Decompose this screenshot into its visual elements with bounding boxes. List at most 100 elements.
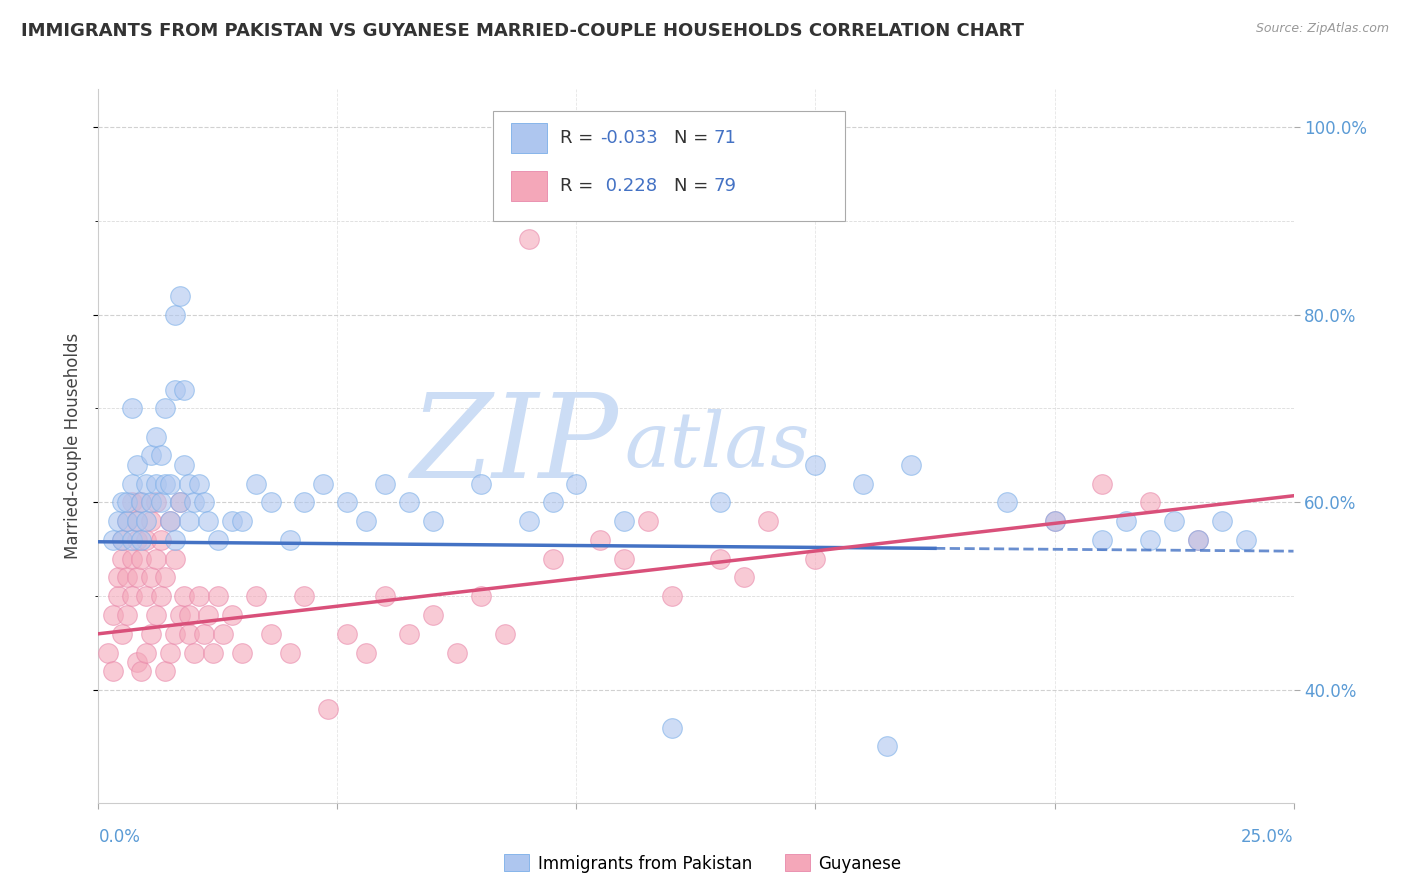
- Text: atlas: atlas: [624, 409, 810, 483]
- Point: [316, 702, 339, 716]
- Text: Source: ZipAtlas.com: Source: ZipAtlas.com: [1256, 22, 1389, 36]
- Point: [197, 607, 219, 622]
- Point: [155, 401, 177, 416]
- Point: [149, 589, 172, 603]
- Point: [398, 627, 420, 641]
- Point: [374, 476, 396, 491]
- Point: [637, 514, 659, 528]
- Text: -0.033: -0.033: [600, 128, 658, 146]
- Point: [173, 458, 195, 472]
- Point: [125, 514, 148, 528]
- Point: [354, 646, 377, 660]
- Point: [115, 495, 138, 509]
- Point: [107, 514, 129, 528]
- Point: [131, 533, 153, 547]
- Point: [159, 514, 181, 528]
- Point: [173, 383, 195, 397]
- Point: [179, 514, 201, 528]
- Point: [169, 607, 191, 622]
- Point: [179, 607, 201, 622]
- Point: [231, 646, 253, 660]
- Point: [101, 533, 124, 547]
- Point: [1115, 514, 1137, 528]
- Point: [111, 551, 134, 566]
- Point: [163, 383, 186, 397]
- Point: [101, 607, 124, 622]
- Point: [183, 495, 205, 509]
- Point: [115, 607, 138, 622]
- Point: [207, 533, 229, 547]
- Text: 0.228: 0.228: [600, 178, 658, 195]
- Point: [312, 476, 335, 491]
- Point: [135, 476, 157, 491]
- Text: IMMIGRANTS FROM PAKISTAN VS GUYANESE MARRIED-COUPLE HOUSEHOLDS CORRELATION CHART: IMMIGRANTS FROM PAKISTAN VS GUYANESE MAR…: [21, 22, 1024, 40]
- Text: 71: 71: [714, 128, 737, 146]
- Point: [541, 495, 564, 509]
- Point: [398, 495, 420, 509]
- Point: [336, 495, 359, 509]
- Point: [1187, 533, 1209, 547]
- Point: [852, 476, 875, 491]
- Point: [135, 646, 157, 660]
- Point: [125, 533, 148, 547]
- Point: [125, 514, 148, 528]
- Point: [245, 589, 267, 603]
- Point: [163, 551, 186, 566]
- Point: [541, 551, 564, 566]
- Point: [1187, 533, 1209, 547]
- Point: [756, 514, 779, 528]
- Point: [121, 533, 143, 547]
- Point: [1139, 533, 1161, 547]
- Point: [804, 458, 827, 472]
- Point: [121, 589, 143, 603]
- Point: [169, 495, 191, 509]
- Y-axis label: Married-couple Households: Married-couple Households: [65, 333, 83, 559]
- Point: [135, 514, 157, 528]
- Text: N =: N =: [675, 128, 709, 146]
- Point: [733, 570, 755, 584]
- Point: [278, 646, 301, 660]
- Point: [292, 589, 315, 603]
- Point: [995, 495, 1018, 509]
- Legend: Immigrants from Pakistan, Guyanese: Immigrants from Pakistan, Guyanese: [498, 847, 908, 880]
- FancyBboxPatch shape: [510, 123, 547, 153]
- Point: [155, 570, 177, 584]
- Point: [197, 514, 219, 528]
- Point: [125, 655, 148, 669]
- FancyBboxPatch shape: [510, 171, 547, 202]
- Point: [149, 495, 172, 509]
- Point: [159, 646, 181, 660]
- Point: [115, 570, 138, 584]
- Point: [139, 449, 162, 463]
- Point: [159, 514, 181, 528]
- Text: N =: N =: [675, 178, 709, 195]
- Point: [193, 495, 215, 509]
- Point: [422, 607, 444, 622]
- Point: [145, 607, 167, 622]
- Point: [135, 533, 157, 547]
- Point: [354, 514, 377, 528]
- Point: [163, 533, 186, 547]
- Point: [187, 476, 209, 491]
- Point: [131, 495, 153, 509]
- Point: [589, 533, 612, 547]
- Point: [374, 589, 396, 603]
- Point: [661, 721, 683, 735]
- Point: [804, 551, 827, 566]
- Point: [135, 589, 157, 603]
- Point: [422, 514, 444, 528]
- Point: [470, 589, 492, 603]
- Text: R =: R =: [560, 178, 593, 195]
- Point: [111, 495, 134, 509]
- Point: [517, 232, 540, 246]
- Point: [139, 514, 162, 528]
- Point: [292, 495, 315, 509]
- Text: 25.0%: 25.0%: [1241, 828, 1294, 846]
- Point: [1091, 533, 1114, 547]
- Point: [221, 514, 243, 528]
- Point: [145, 551, 167, 566]
- Point: [245, 476, 267, 491]
- Point: [179, 476, 201, 491]
- Point: [709, 551, 731, 566]
- Point: [145, 429, 167, 443]
